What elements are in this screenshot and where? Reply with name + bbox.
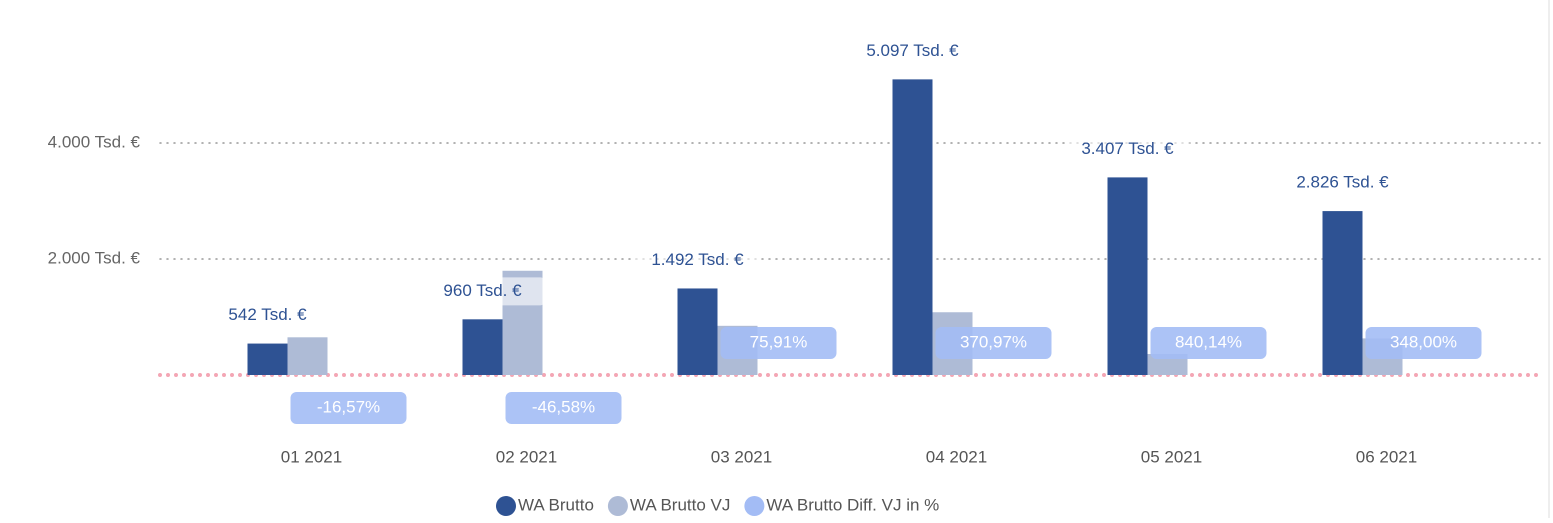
legend-swatch [744,496,765,516]
y-tick-label: 2.000 Tsd. € [48,248,141,267]
bar [892,79,933,376]
data-label: 5.097 Tsd. € [866,41,959,60]
pill [290,392,407,424]
pill [505,392,622,424]
pill-label: -46,58% [532,397,595,416]
data-label: 2.826 Tsd. € [1296,173,1389,192]
bar [1107,177,1148,375]
data-label-bg [635,246,760,275]
y-tick-label: 4.000 Tsd. € [48,132,141,151]
pill [935,327,1052,359]
pill-label: -16,57% [317,397,380,416]
pill-label: 840,14% [1175,332,1242,351]
pill-label: 348,00% [1390,332,1457,351]
data-label-bg [850,37,975,66]
data-label-bg [1280,169,1405,198]
legend-label: WA Brutto [518,495,594,514]
x-tick-label: 04 2021 [926,447,987,466]
legend-label: WA Brutto VJ [630,495,730,514]
x-tick-label: 01 2021 [281,447,342,466]
bar [1322,211,1363,375]
bar [462,319,503,375]
bar [1147,354,1188,375]
data-label: 3.407 Tsd. € [1081,139,1174,158]
pill [1150,327,1267,359]
data-label-bg [205,301,330,330]
data-label-bg [420,277,545,306]
data-label: 1.492 Tsd. € [651,250,744,269]
data-label-bg [1065,135,1190,164]
legend-swatch [607,496,628,516]
legend-label: WA Brutto Diff. VJ in % [766,495,939,514]
x-tick-label: 02 2021 [496,447,557,466]
x-tick-label: 03 2021 [711,447,772,466]
legend-swatch [496,496,516,516]
bar [677,288,718,375]
bar [287,337,328,375]
x-tick-label: 05 2021 [1141,447,1202,466]
data-label: 542 Tsd. € [228,305,307,324]
data-label: 960 Tsd. € [443,281,522,300]
pill [720,327,837,359]
x-tick-label: 06 2021 [1356,447,1417,466]
pill-label: 370,97% [960,332,1027,351]
pill [1365,327,1482,359]
bar [247,343,288,375]
pill-label: 75,91% [750,332,808,351]
